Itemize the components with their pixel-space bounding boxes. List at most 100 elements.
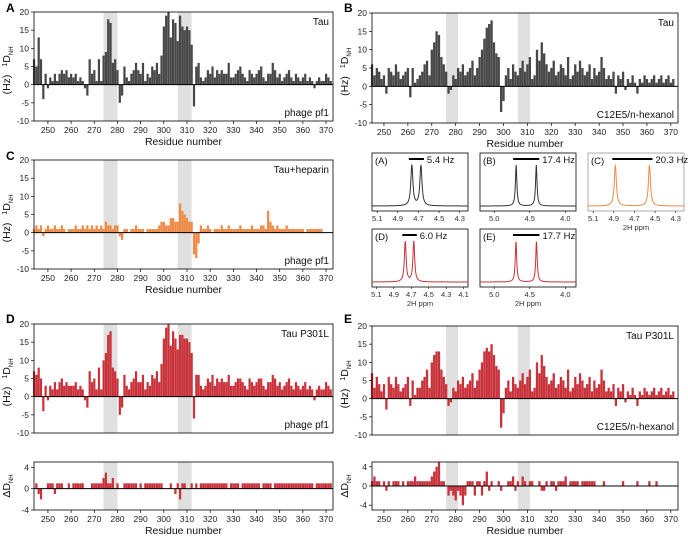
bar xyxy=(250,225,254,233)
bar xyxy=(392,75,395,87)
spectrum-label: (A) xyxy=(375,156,388,167)
bar xyxy=(267,73,270,85)
bar xyxy=(523,71,527,87)
bar xyxy=(519,68,522,87)
bar xyxy=(428,481,431,486)
bar xyxy=(471,60,474,87)
bar xyxy=(397,481,400,486)
x-tick-label: 370 xyxy=(664,127,678,137)
bar xyxy=(497,57,500,87)
bar xyxy=(253,77,256,85)
y-axis-unit: (Hz) xyxy=(339,76,351,96)
bar xyxy=(535,49,539,87)
x-axis-title: Residue number xyxy=(145,525,223,537)
x-tick-label: 330 xyxy=(568,514,582,524)
y-tick-label: 4 xyxy=(362,462,367,472)
bar xyxy=(380,391,383,399)
bar xyxy=(440,369,443,399)
bar xyxy=(433,42,436,87)
bar xyxy=(425,60,429,87)
bar xyxy=(58,229,61,233)
bar xyxy=(199,385,203,397)
bar xyxy=(246,483,249,489)
inset-sample-label: Tau xyxy=(658,18,674,29)
bar xyxy=(409,398,412,406)
bar xyxy=(543,53,546,87)
bar xyxy=(629,82,632,87)
bar xyxy=(552,481,555,486)
bar xyxy=(607,387,610,399)
x-tick-label: 300 xyxy=(157,514,171,524)
bar xyxy=(123,66,126,85)
bar xyxy=(185,338,189,397)
bar xyxy=(241,382,244,397)
bar xyxy=(83,84,87,89)
bar xyxy=(285,73,288,85)
bar xyxy=(593,481,596,486)
bar xyxy=(528,481,531,486)
bar xyxy=(39,59,43,85)
bar xyxy=(169,218,172,233)
bar xyxy=(63,385,66,397)
bar xyxy=(107,19,110,85)
x-tick-label: 280 xyxy=(110,514,124,524)
bar xyxy=(576,481,579,486)
bar xyxy=(162,221,165,233)
bar xyxy=(153,378,156,397)
bar xyxy=(619,79,622,87)
bar xyxy=(165,15,168,85)
bar xyxy=(178,334,182,397)
bar xyxy=(255,73,258,85)
bar xyxy=(304,73,307,85)
bar xyxy=(329,483,332,489)
x-axis-title: Residue number xyxy=(145,284,223,296)
bar xyxy=(495,53,498,87)
bar xyxy=(421,481,424,486)
bar xyxy=(220,483,223,489)
spectrum-tick-label: 4.7 xyxy=(629,214,639,223)
bar xyxy=(183,338,186,397)
bar xyxy=(576,384,579,399)
bar xyxy=(318,385,321,397)
bar xyxy=(320,81,323,85)
x-tick-label: 320 xyxy=(203,514,217,524)
bar xyxy=(514,384,517,399)
bar xyxy=(547,71,551,87)
bar xyxy=(39,378,43,397)
bar xyxy=(195,483,198,489)
y-tick-label: 10 xyxy=(20,355,30,365)
bar xyxy=(248,378,251,397)
bar xyxy=(397,71,400,87)
plot-frame xyxy=(33,461,334,511)
bar xyxy=(218,229,221,233)
bar xyxy=(669,82,673,87)
bar xyxy=(516,387,520,399)
bar xyxy=(480,49,484,87)
bar xyxy=(67,483,70,489)
bar xyxy=(301,483,305,489)
y-tick-label: 15 xyxy=(20,25,30,35)
bar xyxy=(311,483,314,489)
bar xyxy=(521,373,524,399)
bar xyxy=(499,486,503,491)
bar xyxy=(146,382,149,397)
bar xyxy=(209,483,212,489)
bar xyxy=(155,62,159,85)
y-tick-label: 15 xyxy=(358,26,368,36)
bar xyxy=(76,81,80,85)
bar xyxy=(269,73,272,85)
bar xyxy=(327,483,330,489)
bar xyxy=(227,62,230,85)
bar xyxy=(454,391,457,399)
bar xyxy=(299,389,302,397)
bar xyxy=(63,73,66,85)
bar xyxy=(262,225,265,233)
bar xyxy=(76,483,80,489)
spectrum-tick-label: 4.7 xyxy=(406,290,416,299)
bar xyxy=(139,73,142,85)
bar xyxy=(53,488,57,494)
bar xyxy=(95,389,98,397)
spectrum-x-title: 2H ppm xyxy=(623,223,649,232)
bar xyxy=(497,481,500,486)
bar xyxy=(139,229,142,233)
